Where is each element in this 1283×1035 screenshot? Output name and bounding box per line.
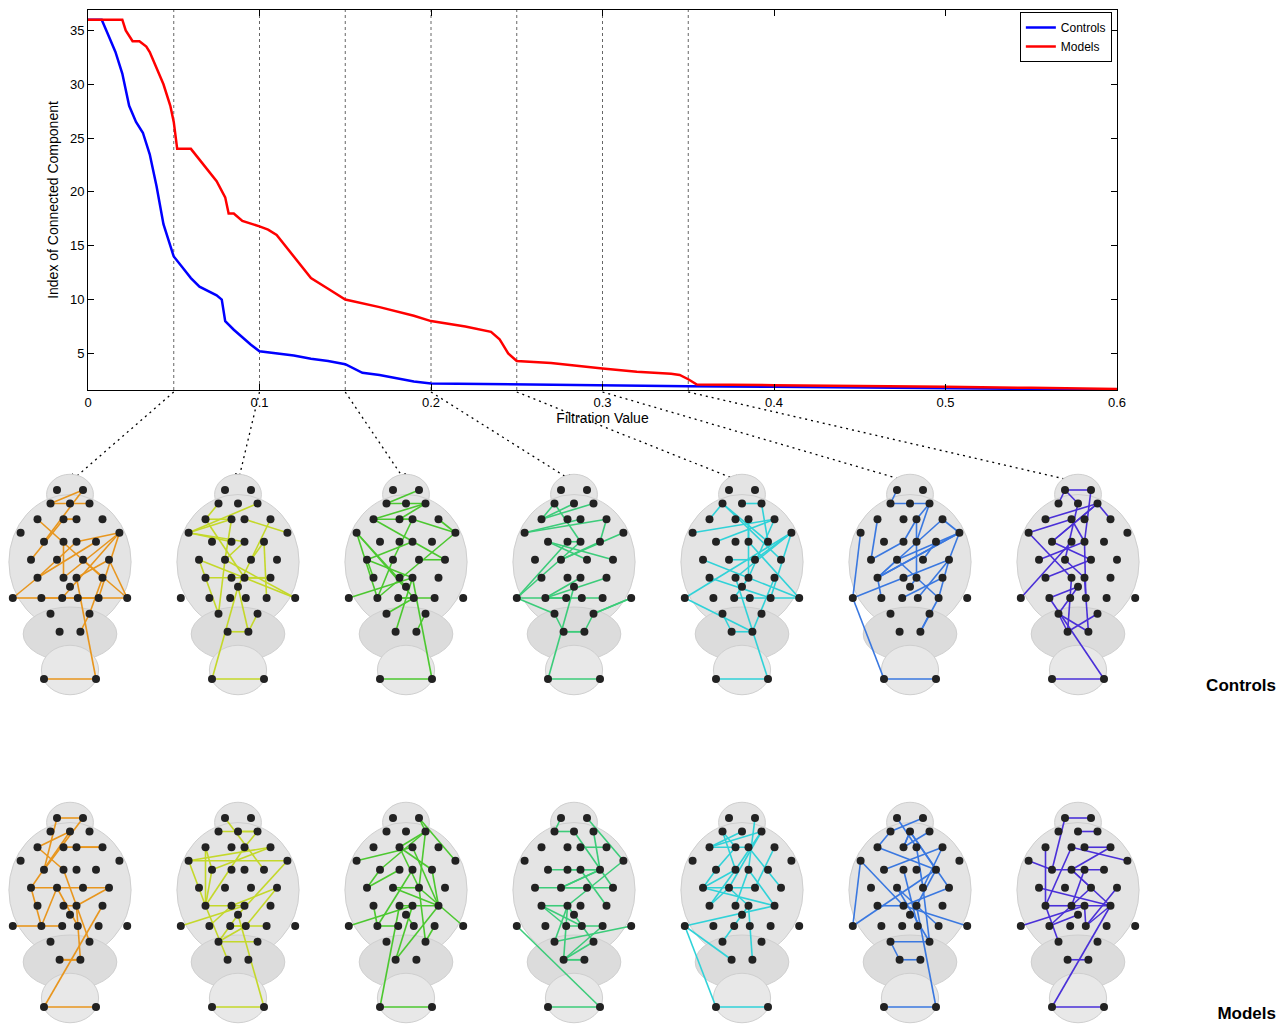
svg-text:Controls: Controls	[1206, 676, 1276, 695]
svg-text:35: 35	[70, 23, 84, 38]
svg-text:0.2: 0.2	[422, 395, 440, 410]
svg-text:15: 15	[70, 238, 84, 253]
svg-text:20: 20	[70, 184, 84, 199]
svg-text:0.6: 0.6	[1108, 395, 1126, 410]
svg-text:25: 25	[70, 131, 84, 146]
svg-text:30: 30	[70, 77, 84, 92]
svg-text:0.3: 0.3	[593, 395, 611, 410]
svg-text:5: 5	[77, 346, 84, 361]
svg-text:Index of Connected Component: Index of Connected Component	[45, 101, 61, 299]
svg-text:0: 0	[84, 395, 91, 410]
svg-text:Filtration Value: Filtration Value	[556, 410, 649, 426]
svg-text:0.1: 0.1	[250, 395, 268, 410]
svg-text:Models: Models	[1061, 40, 1100, 54]
svg-text:0.5: 0.5	[936, 395, 954, 410]
svg-text:10: 10	[70, 292, 84, 307]
svg-text:0.4: 0.4	[765, 395, 783, 410]
svg-text:Controls: Controls	[1061, 21, 1106, 35]
svg-text:Models: Models	[1217, 1004, 1276, 1023]
